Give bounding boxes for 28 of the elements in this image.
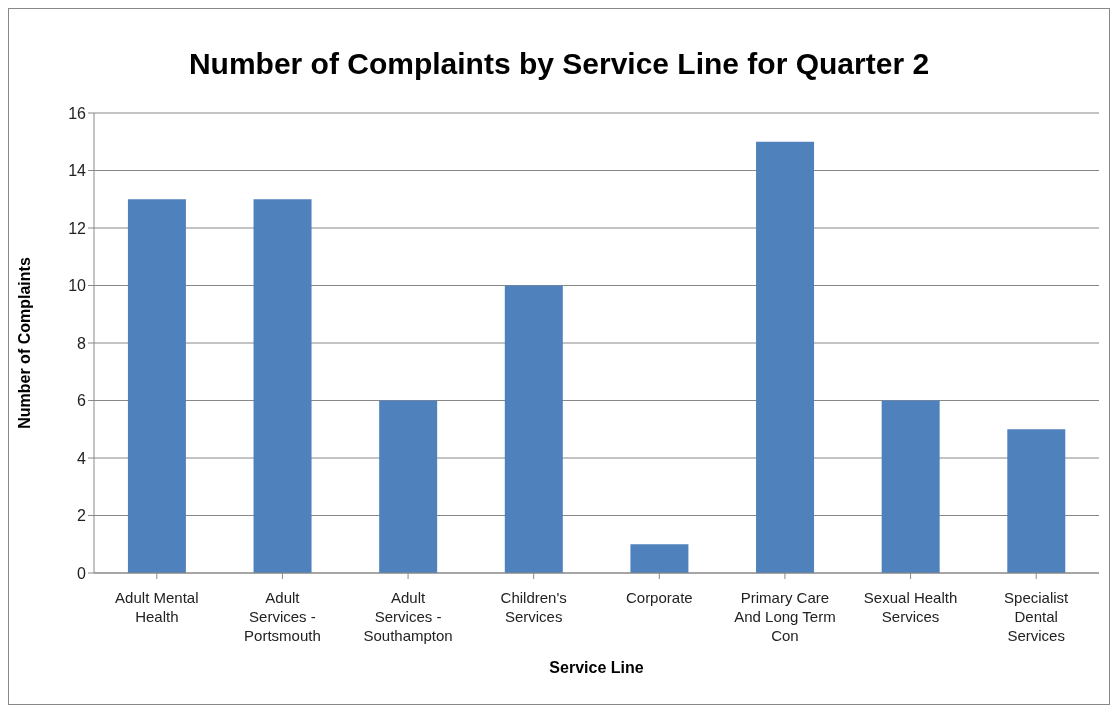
- x-tick-label: Adult Services - Southampton: [363, 589, 453, 644]
- x-tick-label: Children's Services: [500, 589, 567, 625]
- y-tick-label: 0: [77, 564, 87, 582]
- y-tick-label: 6: [77, 392, 87, 410]
- y-axis-title: Number of Complaints: [15, 257, 33, 429]
- x-tick-label: Specialist Dental Services: [1004, 589, 1070, 644]
- y-tick-label: 8: [77, 334, 87, 352]
- bar: [756, 141, 815, 573]
- bar: [127, 199, 186, 573]
- x-tick-label: Corporate: [625, 589, 693, 606]
- bar: [504, 285, 563, 573]
- y-tick-label: 4: [77, 449, 87, 467]
- chart-title: Number of Complaints by Service Line for Quarter 2: [187, 47, 931, 82]
- x-tick-label: Sexual Health Services: [863, 589, 958, 625]
- bar: [1007, 429, 1066, 573]
- x-axis-title: Service Line: [549, 659, 644, 676]
- y-tick-label: 10: [68, 277, 87, 295]
- x-tick-label: Primary Care And Long Term Con: [734, 589, 836, 644]
- y-tick-label: 14: [68, 162, 87, 180]
- bar: [253, 199, 312, 573]
- bar: [881, 400, 940, 573]
- bar: [379, 400, 438, 573]
- bar: [630, 544, 689, 573]
- y-tick-label: 16: [68, 104, 87, 122]
- x-tick-label: Adult Mental Health: [115, 589, 199, 625]
- x-tick-label: Adult Services - Portsmouth: [244, 589, 321, 644]
- y-tick-label: 12: [68, 219, 87, 237]
- y-tick-label: 2: [77, 507, 87, 525]
